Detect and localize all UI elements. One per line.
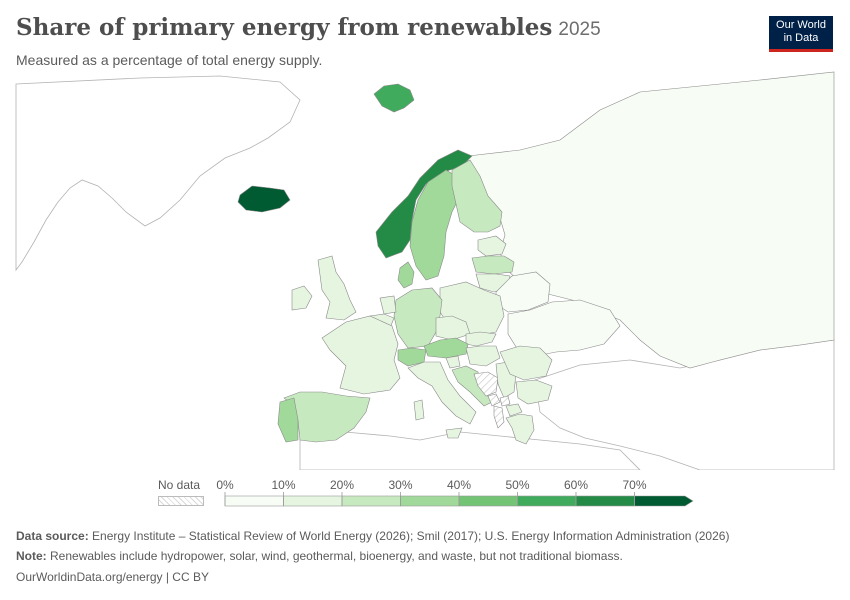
source-label: Data source: — [16, 529, 89, 543]
country-ireland[interactable] — [291, 285, 313, 311]
legend-bin-0[interactable] — [224, 495, 284, 507]
country-albania[interactable] — [493, 405, 505, 429]
legend-bin-4[interactable] — [458, 495, 518, 507]
country-slovakia[interactable] — [465, 331, 497, 347]
country-iceland[interactable] — [237, 185, 291, 213]
greenland-landmass — [15, 75, 301, 272]
country-germany[interactable] — [393, 287, 443, 349]
legend-bin-3[interactable] — [400, 495, 460, 507]
country-bulgaria[interactable] — [515, 379, 553, 405]
note: Note: Renewables include hydropower, sol… — [16, 549, 623, 563]
logo-line-1: Our World — [776, 19, 826, 31]
legend-bin-1[interactable] — [283, 495, 343, 507]
note-text: Renewables include hydropower, solar, wi… — [50, 549, 623, 563]
country-latvia[interactable] — [471, 255, 515, 275]
country-denmark[interactable] — [397, 261, 415, 289]
legend-tick-label-7: 70% — [622, 478, 646, 492]
legend-bin-6[interactable] — [575, 495, 635, 507]
legend-tick-label-2: 20% — [330, 478, 354, 492]
middle-east-landmass — [534, 339, 835, 470]
chart-subtitle: Measured as a percentage of total energy… — [16, 52, 323, 68]
legend-tick-label-5: 50% — [505, 478, 529, 492]
data-source: Data source: Energy Institute – Statisti… — [16, 529, 729, 543]
country-france[interactable] — [321, 315, 401, 395]
legend-tick-label-1: 10% — [271, 478, 295, 492]
legend-tick-label-3: 30% — [388, 478, 412, 492]
owid-logo[interactable]: Our World in Data — [769, 16, 833, 52]
title-text: Share of primary energy from renewables — [16, 14, 553, 41]
country-montenegro[interactable] — [487, 393, 501, 407]
legend-scale: 0% 10% 20% 30% 40% 50% 60% 70% — [216, 478, 694, 507]
logo-line-2: in Data — [783, 32, 819, 44]
country-shapes[interactable] — [237, 71, 835, 445]
country-north-macedonia[interactable] — [505, 403, 523, 417]
country-finland[interactable] — [451, 159, 503, 233]
country-bosnia[interactable] — [473, 371, 499, 397]
country-uk[interactable] — [317, 255, 357, 321]
credit-link[interactable]: OurWorldinData.org/energy | CC BY — [16, 570, 209, 584]
country-estonia[interactable] — [477, 235, 507, 257]
source-text: Energy Institute – Statistical Review of… — [92, 529, 730, 543]
europe-map[interactable] — [0, 66, 850, 470]
no-data-label: No data — [158, 478, 201, 492]
note-label: Note: — [16, 549, 47, 563]
country-slovenia[interactable] — [445, 355, 461, 369]
legend-bin-7[interactable] — [634, 495, 694, 507]
legend-tick-label-6: 60% — [564, 478, 588, 492]
chart-title: Share of primary energy from renewables 2… — [16, 14, 601, 41]
country-sicily[interactable] — [445, 427, 463, 439]
country-greece[interactable] — [505, 413, 535, 445]
country-portugal[interactable] — [277, 397, 299, 443]
legend-bin-2[interactable] — [341, 495, 401, 507]
country-kosovo[interactable] — [499, 395, 511, 407]
legend-bin-5[interactable] — [517, 495, 577, 507]
color-legend: No data 0% 10% 20% 30% 40% 50% 60% 70% — [0, 470, 850, 510]
title-year[interactable]: 2025 — [558, 19, 601, 40]
country-sardinia[interactable] — [413, 399, 425, 421]
legend-tick-label-4: 40% — [447, 478, 471, 492]
background-landmasses — [15, 75, 835, 470]
country-hungary[interactable] — [465, 345, 501, 367]
country-italy[interactable] — [407, 361, 477, 425]
country-romania[interactable] — [499, 345, 553, 381]
country-netherlands[interactable] — [379, 295, 397, 315]
no-data-swatch[interactable] — [158, 496, 204, 506]
country-svalbard[interactable] — [373, 83, 415, 113]
legend-tick-label-0: 0% — [216, 478, 234, 492]
country-russia[interactable] — [467, 71, 835, 369]
country-sweden[interactable] — [409, 169, 461, 281]
